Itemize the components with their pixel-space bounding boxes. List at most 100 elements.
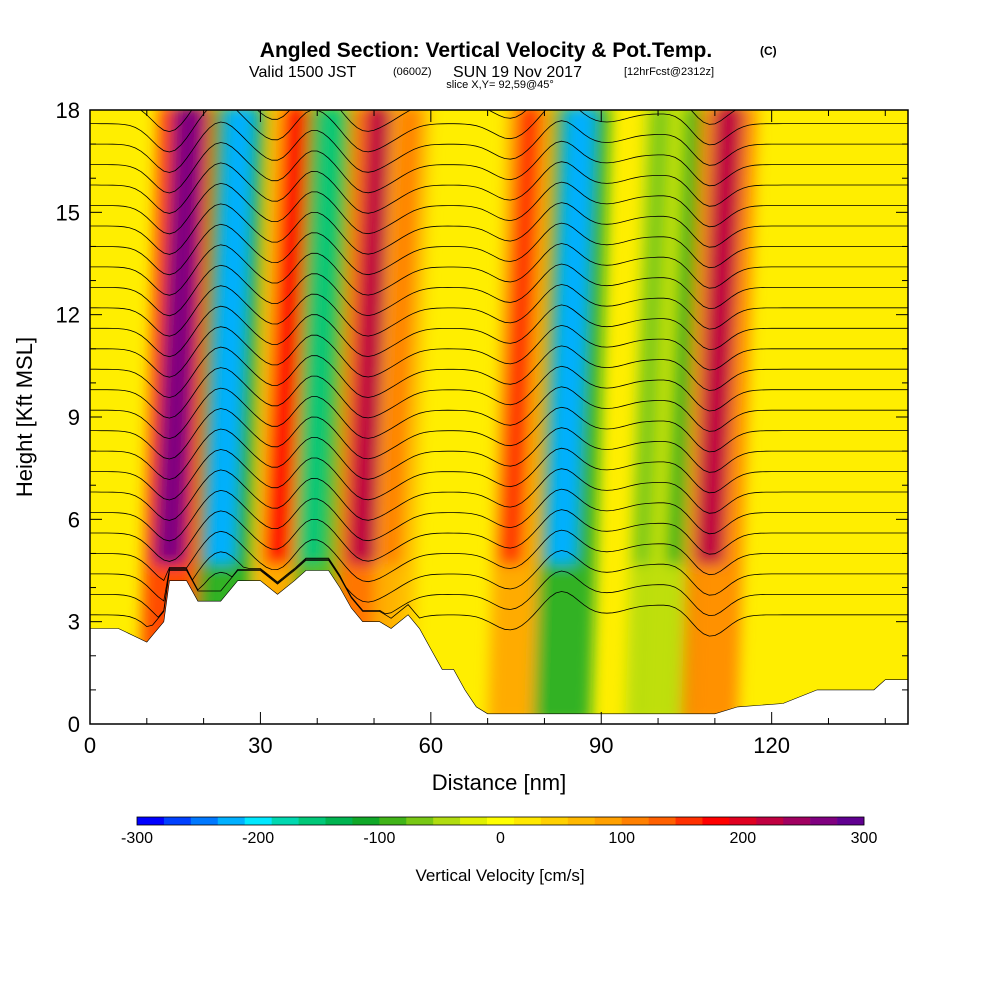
pot-temp-contour <box>90 550 908 603</box>
pot-temp-contour <box>90 140 908 194</box>
velocity-core <box>499 110 542 564</box>
colorbar-swatch <box>433 817 461 825</box>
colorbar-swatch <box>271 817 299 825</box>
y-tick-label: 0 <box>68 712 80 737</box>
pot-temp-contour <box>90 304 908 358</box>
x-tick-label: 30 <box>248 733 272 758</box>
colorbar-tick-label: 100 <box>608 830 635 847</box>
pot-temp-contour <box>90 558 908 618</box>
pot-temp-contour <box>90 559 908 637</box>
y-tick-label: 15 <box>56 200 80 225</box>
colorbar-swatch <box>783 817 811 825</box>
pot-temp-contour <box>139 110 737 133</box>
pot-temp-contour <box>90 202 908 255</box>
x-tick-label: 120 <box>753 733 790 758</box>
colorbar-swatch <box>621 817 649 825</box>
colorbar-swatch <box>487 817 515 825</box>
colorbar-tick-label: -200 <box>242 830 274 847</box>
colorbar-swatch <box>217 817 246 825</box>
colorbar-swatch <box>379 817 407 825</box>
velocity-core <box>154 110 205 564</box>
pot-temp-contour <box>90 161 908 214</box>
velocity-field <box>138 110 758 724</box>
colorbar-label: Vertical Velocity [cm/s] <box>415 866 584 885</box>
y-axis-label: Height [Kft MSL] <box>12 337 37 497</box>
y-axis: 0 3 6 9 12 15 18 <box>56 98 908 737</box>
velocity-core <box>264 110 310 564</box>
y-tick-label: 9 <box>68 405 80 430</box>
pot-temp-contours <box>90 110 908 637</box>
pot-temp-contour <box>90 365 908 419</box>
colorbar-frame <box>136 816 865 826</box>
x-axis: 0 30 60 90 120 <box>84 110 886 758</box>
pot-temp-contour <box>90 120 908 173</box>
y-tick-label: 3 <box>68 610 80 635</box>
valid-time-utc: (0600Z) <box>393 66 432 78</box>
colorbar-swatch <box>756 817 784 825</box>
x-tick-label: 90 <box>589 733 613 758</box>
velocity-core <box>347 110 398 564</box>
colorbar-tick-label: 200 <box>729 830 756 847</box>
colorbar-tick-label: -100 <box>363 830 395 847</box>
pot-temp-contour <box>90 386 908 440</box>
colorbar-tick-label: 300 <box>851 830 878 847</box>
colorbar-swatch <box>729 817 757 825</box>
pot-temp-contour <box>90 222 908 276</box>
forecast-info: [12hrFcst@2312z] <box>624 66 714 78</box>
colorbar-swatch <box>810 817 838 825</box>
colorbar-swatch <box>190 817 219 825</box>
pot-temp-contour <box>90 324 908 378</box>
pot-temp-contour <box>90 181 908 235</box>
pot-temp-contour <box>90 488 908 542</box>
y-tick-label: 18 <box>56 98 80 123</box>
velocity-core <box>546 110 596 564</box>
valid-time-prefix: Valid 1500 JST <box>249 64 357 81</box>
chart-title-units: (C) <box>760 44 777 58</box>
pot-temp-contour <box>90 243 908 296</box>
colorbar-tick-label: -300 <box>121 830 153 847</box>
colorbar-swatch <box>244 817 272 825</box>
colorbar-swatch <box>837 817 865 825</box>
colorbar-swatch <box>675 817 703 825</box>
colorbar <box>136 816 865 826</box>
y-tick-label: 6 <box>68 507 80 532</box>
colorbar-swatch <box>594 817 622 825</box>
velocity-core <box>381 110 421 564</box>
pot-temp-contour <box>90 509 908 562</box>
velocity-core <box>666 110 704 564</box>
y-tick-label: 12 <box>56 303 80 328</box>
colorbar-swatch <box>352 817 380 825</box>
colorbar-tick-label: 0 <box>496 830 505 847</box>
pot-temp-contour <box>90 427 908 480</box>
colorbar-swatch <box>325 817 353 825</box>
colorbar-swatch <box>513 817 542 825</box>
terrain <box>90 570 908 724</box>
x-axis-label: Distance [nm] <box>432 770 567 795</box>
colorbar-ticks: -300 -200 -100 0 100 200 300 <box>121 830 877 847</box>
valid-date: SUN 19 Nov 2017 <box>453 64 582 81</box>
pot-temp-contour <box>90 284 908 337</box>
pot-temp-contour <box>90 447 908 501</box>
pot-temp-contour <box>90 468 908 521</box>
colorbar-swatch <box>567 817 596 825</box>
colorbar-swatch <box>460 817 488 825</box>
x-tick-label: 0 <box>84 733 96 758</box>
pot-temp-contour <box>90 529 908 583</box>
chart-title: Angled Section: Vertical Velocity & Pot.… <box>260 39 712 62</box>
colorbar-swatch <box>540 817 569 825</box>
colorbar-swatch <box>406 817 434 825</box>
colorbar-swatch <box>702 817 730 825</box>
colorbar-swatch <box>298 817 326 825</box>
pot-temp-contour <box>90 263 908 317</box>
pot-temp-contour <box>90 406 908 460</box>
colorbar-swatch <box>137 817 165 825</box>
x-tick-label: 60 <box>419 733 443 758</box>
colorbar-swatch <box>163 817 192 825</box>
colorbar-swatch <box>648 817 676 825</box>
pot-temp-contour <box>90 345 908 399</box>
velocity-core <box>633 110 669 564</box>
velocity-core <box>695 110 744 564</box>
pot-temp-contour <box>90 110 908 153</box>
slice-info: slice X,Y= 92,59@45° <box>446 79 554 91</box>
